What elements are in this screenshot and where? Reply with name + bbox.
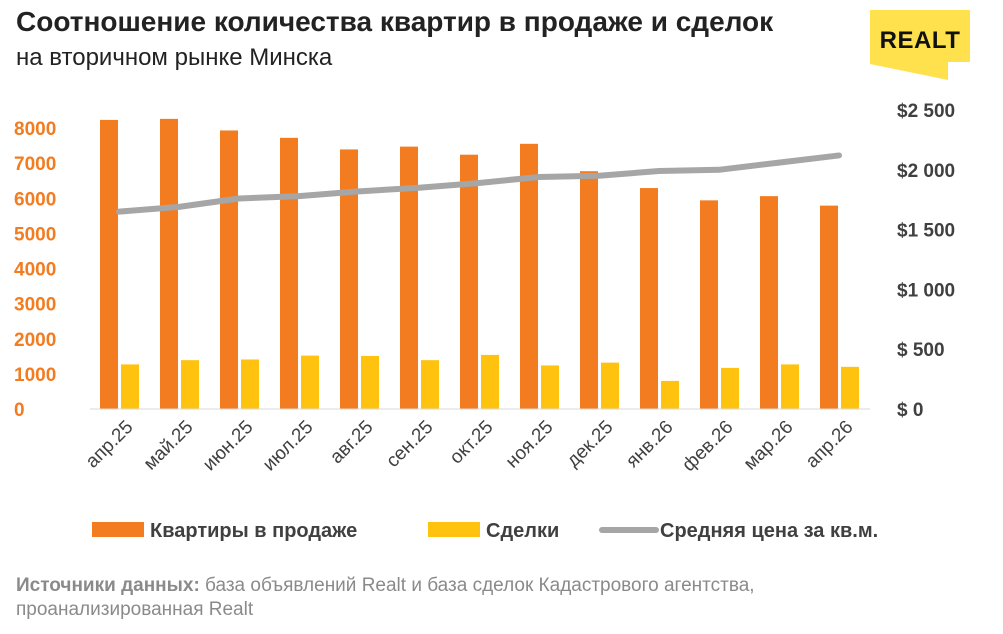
bar-listings-12 [820,205,838,409]
x-tick-7: ноя.25 [502,417,558,473]
bar-deals-3 [301,355,319,409]
bar-deals-7 [541,365,559,409]
bar-deals-6 [481,354,499,409]
bar-listings-5 [400,146,418,409]
y-right-tick-4: $2 000 [897,161,955,182]
bar-deals-8 [601,362,619,409]
bar-deals-0 [121,364,139,409]
y-right-tick-2: $1 000 [897,280,955,301]
legend-listings-label: Квартиры в продаже [150,520,357,542]
source-label: Источники данных: [16,575,200,596]
chart-title: Соотношение количества квартир в продаже… [16,6,774,37]
x-tick-12: апр.26 [802,417,858,473]
y-left-tick-4: 4000 [14,260,56,281]
bar-listings-2 [220,130,238,410]
x-tick-5: сен.25 [382,417,437,472]
y-right-tick-0: $ 0 [897,400,923,421]
y-right-tick-1: $ 500 [897,340,945,361]
bar-listings-7 [520,143,538,409]
bar-deals-5 [421,360,439,409]
y-left-tick-7: 7000 [14,154,56,175]
x-tick-2: июн.25 [199,417,258,476]
legend-price-label: Средняя цена за кв.м. [660,520,878,542]
bar-deals-12 [841,366,859,409]
bar-listings-4 [340,149,358,409]
bar-deals-9 [661,380,679,409]
bar-listings-6 [460,154,478,409]
source-text: база объявлений Realt и база сделок Када… [16,575,755,620]
bar-listings-9 [640,188,658,409]
x-tick-1: май.25 [140,417,198,475]
x-tick-11: мар.26 [740,417,798,475]
x-tick-3: июл.25 [259,417,318,476]
price-line [116,152,842,215]
legend-deals-swatch [428,522,480,537]
logo-background [870,10,970,80]
y-right-tick-3: $1 500 [897,221,955,242]
x-tick-0: апр.25 [82,417,138,473]
source-note: Источники данных: база объявлений Realt … [16,574,916,622]
y-left-tick-1: 1000 [14,365,56,386]
bar-deals-2 [241,359,259,409]
y-left-tick-6: 6000 [14,189,56,210]
bar-listings-1 [160,118,178,410]
y-left-tick-8: 8000 [14,119,56,140]
y-left-tick-5: 5000 [14,224,56,245]
y-left-tick-3: 3000 [14,295,56,316]
bar-listings-11 [760,196,778,409]
x-tick-9: янв.26 [622,417,677,472]
bar-listings-0 [100,119,118,409]
bar-deals-11 [781,364,799,409]
y-left-tick-2: 2000 [14,330,56,351]
y-right-tick-5: $2 500 [897,101,955,122]
realt-logo: REALT [870,10,970,80]
x-tick-10: фев.26 [678,417,737,476]
logo-text: REALT [880,27,961,54]
y-left-tick-0: 0 [14,400,25,421]
bar-listings-3 [280,137,298,409]
chart-subtitle: на вторичном рынке Минска [16,44,333,71]
x-tick-6: окт.25 [446,417,498,469]
legend-deals-label: Сделки [486,520,559,542]
bar-deals-10 [721,367,739,409]
bar-deals-1 [181,360,199,409]
bar-listings-10 [700,200,718,409]
legend-listings-swatch [92,522,144,537]
x-tick-8: дек.25 [563,417,618,472]
x-tick-4: авг.25 [326,417,377,468]
bar-listings-8 [580,171,598,409]
bar-deals-4 [361,355,379,409]
